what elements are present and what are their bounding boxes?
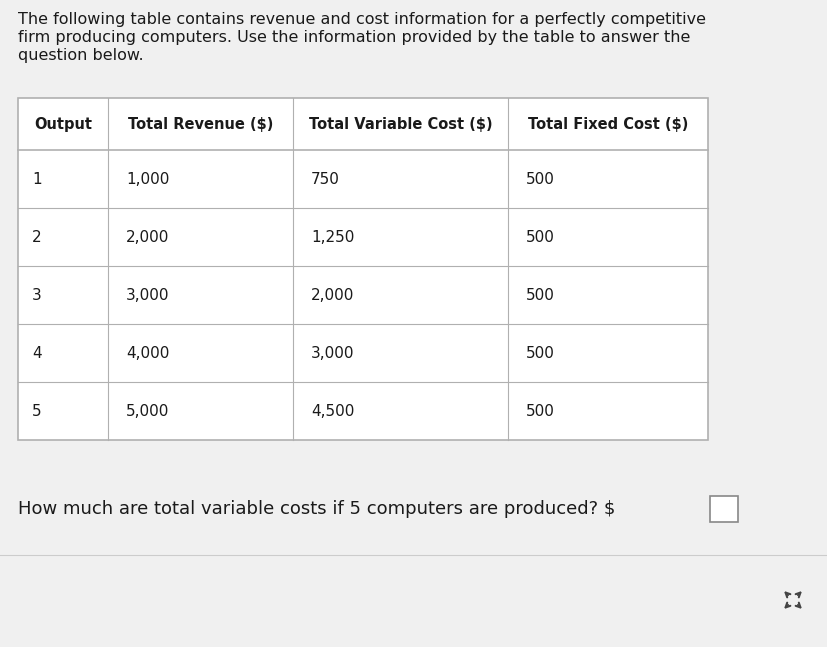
Text: 500: 500 bbox=[525, 171, 554, 186]
Text: The following table contains revenue and cost information for a perfectly compet: The following table contains revenue and… bbox=[18, 12, 705, 27]
Text: 5: 5 bbox=[32, 404, 41, 419]
Text: 1,000: 1,000 bbox=[126, 171, 170, 186]
Text: 2: 2 bbox=[32, 230, 41, 245]
Text: Total Fixed Cost ($): Total Fixed Cost ($) bbox=[527, 116, 687, 131]
Text: 750: 750 bbox=[311, 171, 339, 186]
Text: 5,000: 5,000 bbox=[126, 404, 170, 419]
Text: 1: 1 bbox=[32, 171, 41, 186]
Bar bbox=[709, 496, 737, 522]
Bar bbox=[18, 98, 707, 440]
Text: 3: 3 bbox=[32, 287, 41, 303]
Text: How much are total variable costs if 5 computers are produced? $: How much are total variable costs if 5 c… bbox=[18, 500, 614, 518]
Text: 4,500: 4,500 bbox=[311, 404, 354, 419]
Text: 3,000: 3,000 bbox=[126, 287, 170, 303]
Text: 4,000: 4,000 bbox=[126, 345, 170, 360]
Text: Output: Output bbox=[34, 116, 92, 131]
Text: 1,250: 1,250 bbox=[311, 230, 354, 245]
Text: 4: 4 bbox=[32, 345, 41, 360]
Text: 500: 500 bbox=[525, 404, 554, 419]
Text: 2,000: 2,000 bbox=[126, 230, 170, 245]
Text: Total Variable Cost ($): Total Variable Cost ($) bbox=[308, 116, 492, 131]
Text: 500: 500 bbox=[525, 287, 554, 303]
Text: 500: 500 bbox=[525, 345, 554, 360]
Text: 2,000: 2,000 bbox=[311, 287, 354, 303]
Text: firm producing computers. Use the information provided by the table to answer th: firm producing computers. Use the inform… bbox=[18, 30, 690, 45]
Text: question below.: question below. bbox=[18, 48, 143, 63]
Text: Total Revenue ($): Total Revenue ($) bbox=[127, 116, 273, 131]
Bar bbox=[18, 98, 707, 440]
Text: 500: 500 bbox=[525, 230, 554, 245]
Text: 3,000: 3,000 bbox=[311, 345, 354, 360]
